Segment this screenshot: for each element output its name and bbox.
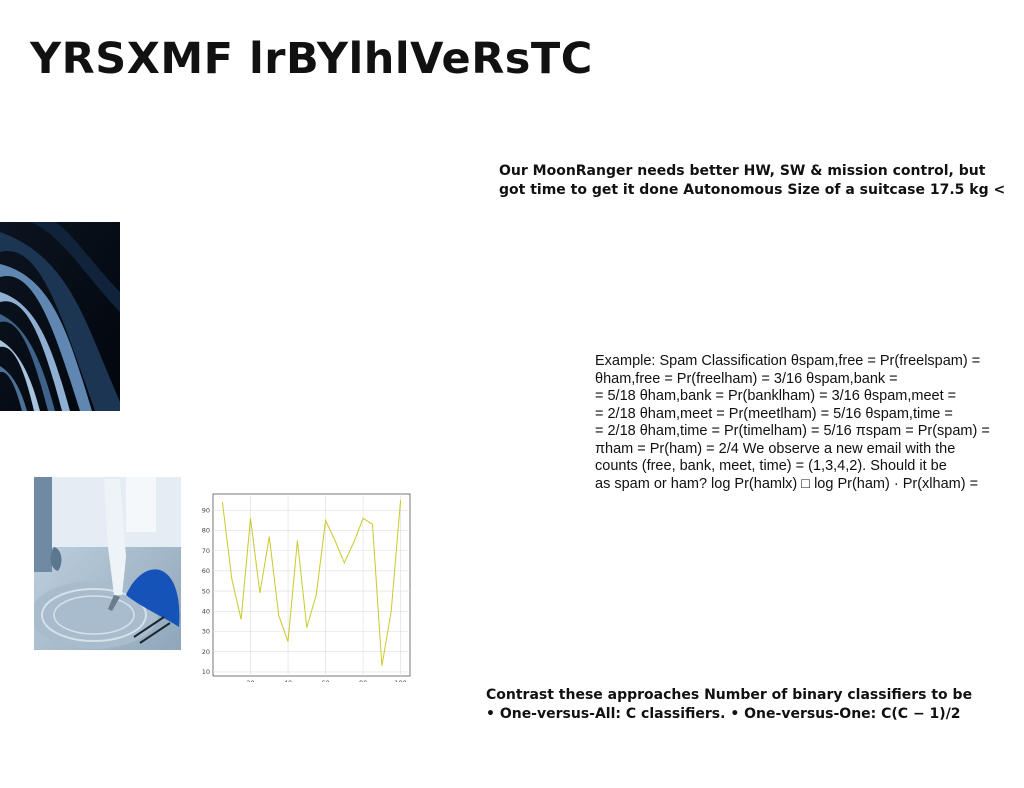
x-tick-label: 60: [321, 679, 329, 682]
text-line: • One-versus-All: C classifiers. • One-v…: [486, 706, 961, 722]
classifier-text: Contrast these approaches Number of bina…: [486, 686, 972, 724]
series-line: [221, 500, 402, 666]
text-line: as spam or ham? log Pr(hamlx) □ log Pr(h…: [595, 475, 979, 492]
abstract-wave-photo: [0, 222, 120, 411]
y-tick-labels: 10 20 30 40 50 60 70 80 90: [202, 506, 210, 676]
text-line: counts (free, bank, meet, time) = (1,3,4…: [595, 458, 947, 474]
y-tick-label: 90: [202, 506, 210, 514]
x-tick-label: 100: [394, 679, 406, 682]
x-tick-label: 20: [246, 679, 254, 682]
x-tick-labels: 20 40 60 80 100: [246, 679, 406, 682]
y-tick-label: 30: [202, 628, 210, 636]
x-tick-label: 40: [284, 679, 292, 682]
text-line: θham,free = Pr(freelham) = 3/16 θspam,ba…: [595, 370, 898, 387]
room-photo: [34, 477, 181, 650]
moonranger-text: Our MoonRanger needs better HW, SW & mis…: [499, 162, 1005, 200]
x-tick-label: 80: [359, 679, 367, 682]
text-line: πham = Pr(ham) = 2/4 We observe a new em…: [595, 440, 956, 457]
y-tick-label: 20: [202, 648, 210, 656]
y-tick-label: 40: [202, 607, 210, 615]
y-tick-label: 10: [202, 668, 210, 676]
y-tick-label: 80: [202, 527, 210, 535]
text-line: = 2/18 θham,meet = Pr(meetlham) = 5/16 θ…: [595, 405, 953, 422]
slide-title: YRSXMF lrBYlhlVeRsTC: [30, 34, 593, 84]
text-line: = 2/18 θham,time = Pr(timelham) = 5/16 π…: [595, 423, 990, 439]
y-tick-label: 50: [202, 587, 210, 595]
y-tick-label: 70: [202, 547, 210, 555]
text-line: = 5/18 θham,bank = Pr(banklham) = 3/16 θ…: [595, 388, 957, 404]
text-line: Our MoonRanger needs better HW, SW & mis…: [499, 163, 986, 179]
spam-example-text: Example: Spam Classification θspam,free …: [595, 353, 990, 493]
y-tick-label: 60: [202, 567, 210, 575]
text-line: Contrast these approaches Number of bina…: [486, 687, 973, 703]
line-chart: 10 20 30 40 50 60 70 80 90 20 40 60 80 100: [202, 493, 411, 682]
text-line: got time to get it done Autonomous Size …: [499, 182, 1006, 198]
plot-frame: [212, 493, 411, 677]
text-line: Example: Spam Classification θspam,free …: [595, 353, 981, 369]
